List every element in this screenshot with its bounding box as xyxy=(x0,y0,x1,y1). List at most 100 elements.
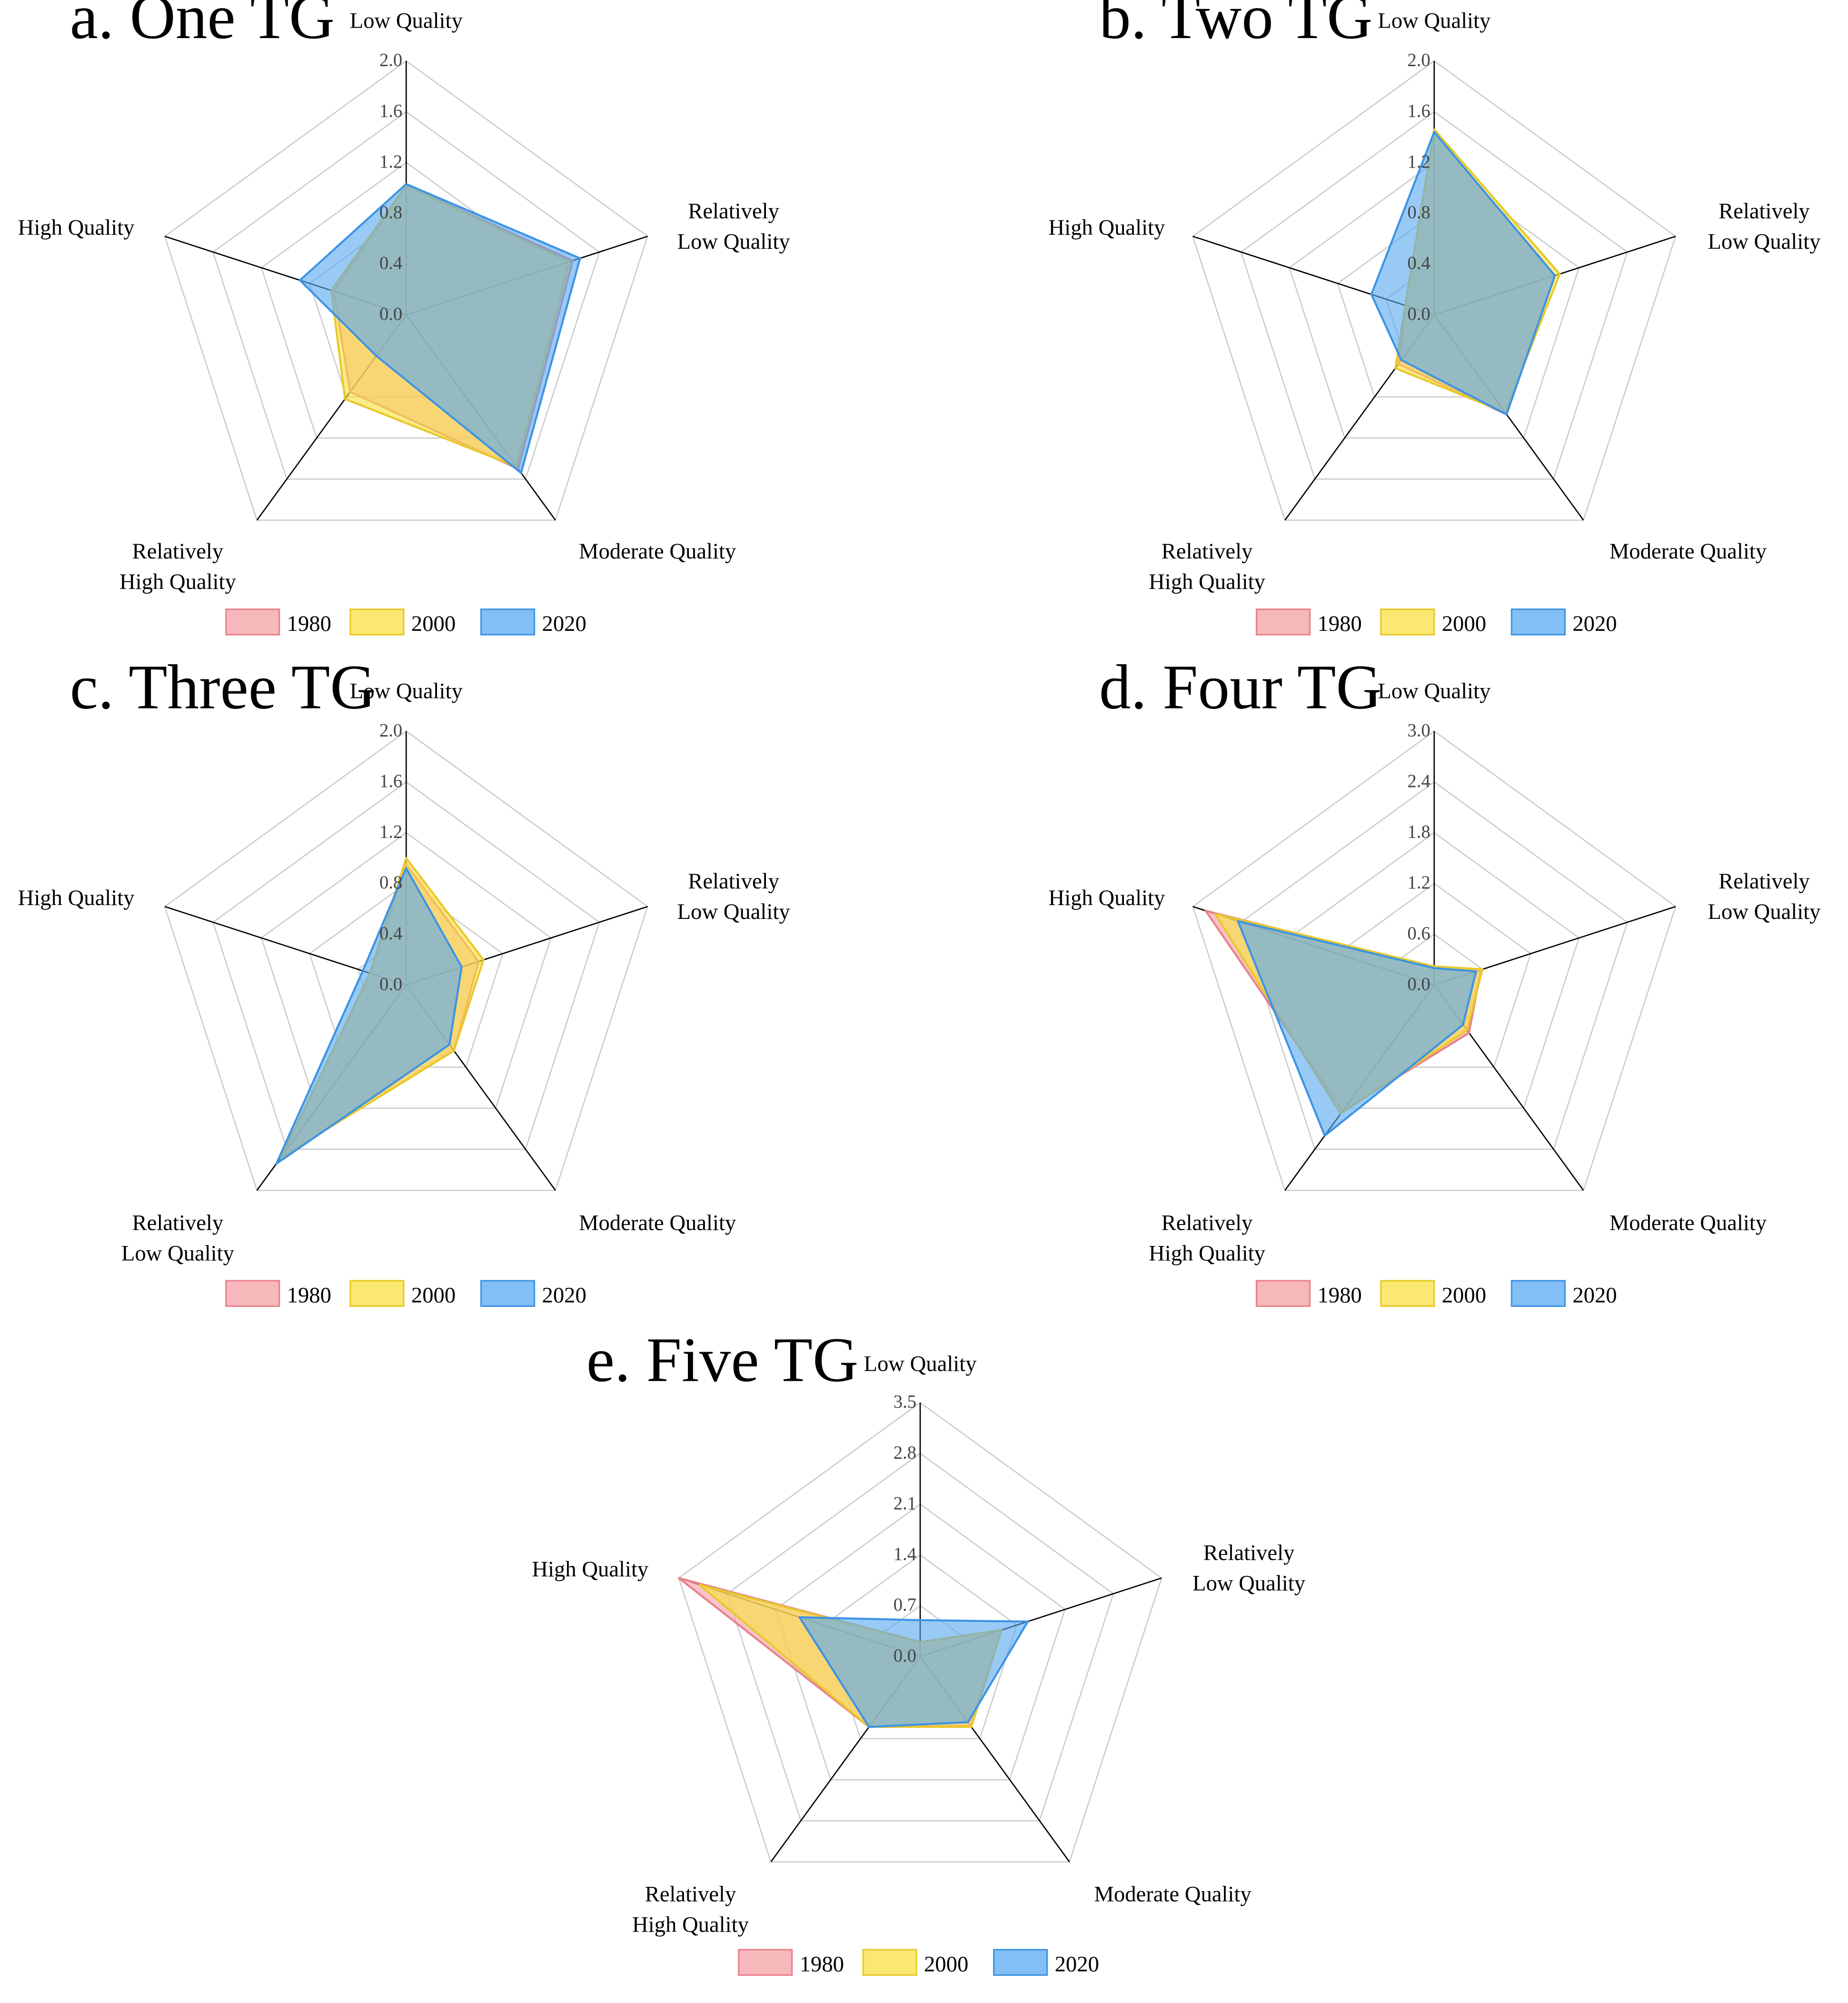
axis-label: Relatively Low Quality xyxy=(1192,1541,1306,1596)
axis-label: Low Quality xyxy=(1378,678,1491,703)
series-area-2020 xyxy=(275,867,463,1165)
legend-swatch-1980 xyxy=(738,1949,793,1976)
axis-label: Relatively High Quality xyxy=(1149,539,1266,594)
tick-label: 1.6 xyxy=(379,101,402,121)
legend-swatch-1980 xyxy=(225,1280,280,1307)
tick-label: 0.0 xyxy=(1407,304,1430,324)
axis-label: Relatively Low Quality xyxy=(1708,869,1821,924)
radar-chart-1: a. One TG 0.0 0.4 0.8 1.2 1.6 2.0 Low Quality Re… xyxy=(18,0,791,636)
legend-swatch-2020 xyxy=(993,1949,1048,1976)
grid-ring xyxy=(823,1554,1018,1739)
grid-ring xyxy=(1289,161,1580,439)
chart-title: e. Five TG xyxy=(586,1325,858,1395)
grid-ring xyxy=(1240,111,1628,480)
axis-label: High Quality xyxy=(1048,215,1165,240)
tick-label: 2.8 xyxy=(894,1443,916,1463)
grid-ring xyxy=(1192,730,1677,1191)
tick-label: 0.8 xyxy=(1407,203,1430,223)
grid-ring xyxy=(1337,883,1532,1068)
legend-swatch-2020 xyxy=(1510,608,1566,636)
axis-label: Low Quality xyxy=(350,678,463,703)
legend-swatch-1980 xyxy=(1255,608,1311,636)
legend-swatch-2020 xyxy=(480,608,536,636)
legend-label-2020: 2020 xyxy=(1055,1952,1099,1976)
tick-label: 3.0 xyxy=(1407,720,1430,740)
legend-label-2000: 2000 xyxy=(1442,1283,1486,1307)
tick-label: 0.6 xyxy=(1407,924,1430,944)
axis-label: Relatively Low Quality xyxy=(121,1210,235,1266)
legend-label-1980: 1980 xyxy=(287,611,331,636)
series-area-2020 xyxy=(298,183,581,474)
tick-label: 1.6 xyxy=(1407,101,1430,121)
legend-label-2000: 2000 xyxy=(1442,611,1486,636)
tick-label: 0.8 xyxy=(379,203,402,223)
radar-chart-5: e. Five TG 0.0 0.7 1.4 2.1 2.8 3.5 Low Quality R… xyxy=(532,1325,1305,1977)
legend-label-1980: 1980 xyxy=(1317,1283,1361,1307)
legend-swatch-2000 xyxy=(862,1949,917,1976)
legend-label-1980: 1980 xyxy=(287,1283,331,1307)
grid-ring xyxy=(212,111,600,480)
legend-swatch-2000 xyxy=(1380,608,1435,636)
tick-label: 2.1 xyxy=(894,1494,916,1514)
axis-label: Low Quality xyxy=(864,1351,977,1376)
legend-label-2000: 2000 xyxy=(924,1952,968,1976)
legend: 1980 2000 2020 xyxy=(738,1949,1099,1976)
legend-swatch-2000 xyxy=(1380,1280,1435,1307)
radar-chart-3: c. Three TG 0.0 0.4 0.8 1.2 1.6 2.0 Low Quality… xyxy=(18,652,791,1308)
tick-label: 0.8 xyxy=(379,873,402,893)
axis-label: Moderate Quality xyxy=(579,1210,736,1235)
chart-title: b. Two TG xyxy=(1099,0,1373,52)
tick-label: 0.4 xyxy=(379,924,402,944)
tick-label: 1.2 xyxy=(1407,152,1430,172)
axis-label: Relatively High Quality xyxy=(1149,1210,1266,1266)
tick-label: 2.0 xyxy=(1407,50,1430,70)
tick-label: 0.0 xyxy=(379,975,402,995)
legend-swatch-2000 xyxy=(349,1280,405,1307)
legend-swatch-2000 xyxy=(349,608,405,636)
tick-label: 2.0 xyxy=(379,50,402,70)
axis-label: Moderate Quality xyxy=(1610,539,1767,564)
legend-swatch-1980 xyxy=(225,608,280,636)
axis-label: Moderate Quality xyxy=(1610,1210,1767,1235)
grid-ring xyxy=(212,781,600,1150)
grid-ring xyxy=(678,1402,1162,1863)
axis-label: Low Quality xyxy=(350,9,463,33)
grid-ring xyxy=(1240,781,1628,1150)
axis-label: Low Quality xyxy=(1378,9,1491,33)
legend: 1980 2000 2020 xyxy=(1255,1280,1617,1307)
tick-label: 0.0 xyxy=(1407,975,1430,995)
legend-swatch-2020 xyxy=(480,1280,536,1307)
grid-ring xyxy=(260,832,552,1109)
tick-label: 2.0 xyxy=(379,720,402,740)
radar-chart-4: d. Four TG 0.0 0.6 1.2 1.8 2.4 3.0 Low Quality R… xyxy=(1048,652,1821,1308)
axis-label: High Quality xyxy=(532,1557,649,1582)
legend-swatch-2020 xyxy=(1510,1280,1566,1307)
axis-label: High Quality xyxy=(1048,886,1165,910)
tick-label: 1.2 xyxy=(379,822,402,842)
grid-ring xyxy=(775,1503,1066,1781)
grid-ring xyxy=(164,60,648,521)
axis-label: Moderate Quality xyxy=(1094,1882,1252,1907)
legend-label-2000: 2000 xyxy=(411,611,456,636)
axis-label: Relatively Low Quality xyxy=(677,869,791,924)
axis-label: High Quality xyxy=(18,886,135,910)
series-area-2020 xyxy=(1237,920,1477,1137)
axis-label: Relatively Low Quality xyxy=(1708,199,1821,254)
series-area-2020 xyxy=(798,1616,1029,1728)
legend-label-2020: 2020 xyxy=(1572,1283,1617,1307)
tick-label: 0.4 xyxy=(379,253,402,273)
tick-label: 1.2 xyxy=(1407,873,1430,893)
tick-label: 0.0 xyxy=(894,1646,916,1666)
grid-ring xyxy=(1192,60,1677,521)
axis-label: Relatively High Quality xyxy=(119,539,237,594)
legend-label-1980: 1980 xyxy=(1317,611,1361,636)
tick-label: 1.4 xyxy=(894,1545,916,1565)
legend-label-2000: 2000 xyxy=(411,1283,456,1307)
legend-label-2020: 2020 xyxy=(1572,611,1617,636)
legend: 1980 2000 2020 xyxy=(225,1280,586,1307)
series-area-2020 xyxy=(1370,131,1556,416)
tick-label: 2.4 xyxy=(1407,771,1430,791)
tick-label: 1.2 xyxy=(379,152,402,172)
tick-label: 0.4 xyxy=(1407,253,1430,273)
